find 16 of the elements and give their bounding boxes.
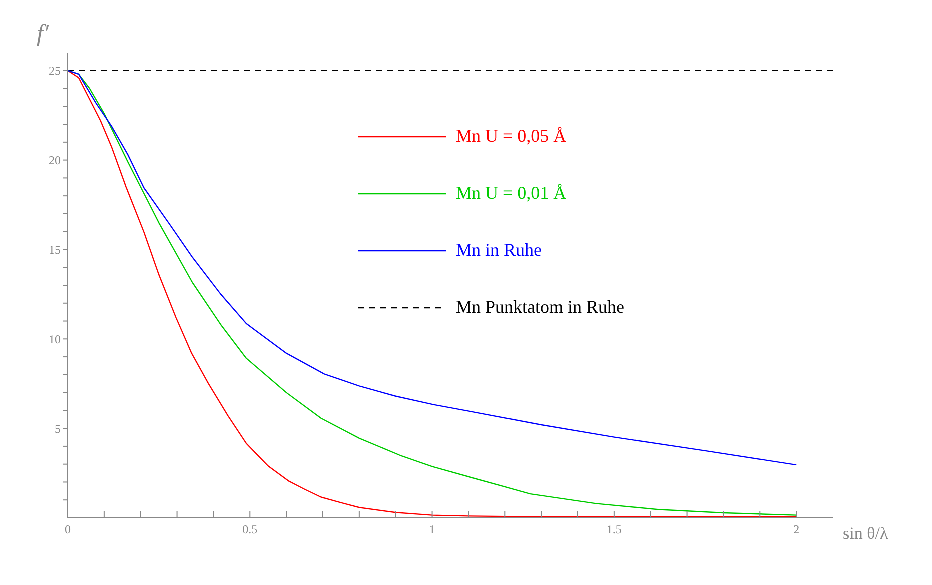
x-tick-label: 0.5 [242, 522, 258, 537]
x-tick-label: 1.5 [606, 522, 622, 537]
legend-label: Mn Punktatom in Ruhe [456, 297, 625, 318]
y-tick-label: 20 [49, 154, 61, 168]
y-tick-label: 5 [55, 422, 61, 436]
x-axis-title: sin θ/λ [843, 524, 889, 544]
legend-label: Mn U = 0,05 Å [456, 126, 567, 147]
x-tick-label: 0 [65, 522, 71, 537]
y-tick-label: 15 [49, 242, 61, 257]
legend-label: Mn in Ruhe [456, 240, 542, 261]
y-tick-label: 25 [49, 64, 61, 78]
legend-label: Mn U = 0,01 Å [456, 183, 567, 204]
y-tick-label: 10 [49, 332, 61, 346]
y-axis-title: f′ [37, 21, 50, 47]
x-tick-label: 1 [429, 522, 436, 537]
x-tick-label: 2 [794, 522, 800, 537]
